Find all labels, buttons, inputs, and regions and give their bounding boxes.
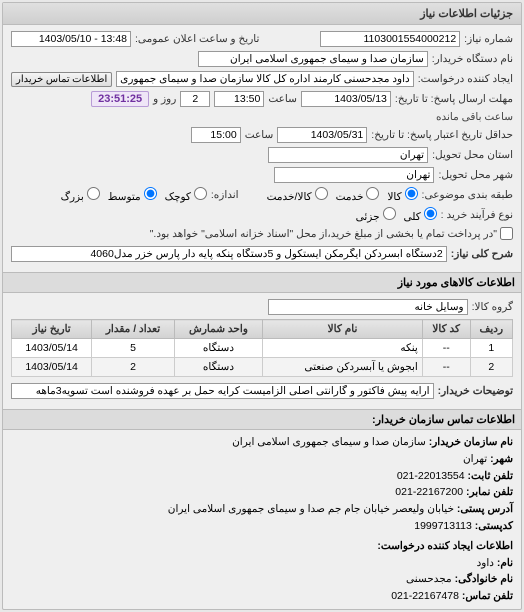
fax-label: تلفن نمابر: xyxy=(466,486,513,498)
contact-header: اطلاعات تماس سازمان خریدار: xyxy=(3,409,521,430)
col-code: کد کالا xyxy=(422,320,470,339)
city-input[interactable] xyxy=(274,167,434,183)
pkg-goods-option[interactable]: کالا xyxy=(387,187,417,203)
remaining-label: ساعت باقی مانده xyxy=(436,111,513,123)
pkg-goods-radio[interactable] xyxy=(405,187,418,200)
cphone-label: تلفن تماس: xyxy=(462,590,513,602)
cphone-value: 22167478-021 xyxy=(391,590,459,602)
phone-value: 22013554-021 xyxy=(397,470,465,482)
packaging-label: طبقه بندی موضوعی: xyxy=(422,189,513,201)
process-note: "در پرداخت تمام یا بخشی از مبلغ خرید،از … xyxy=(150,228,497,240)
size-small-option[interactable]: کوچک xyxy=(165,187,207,203)
col-qty: تعداد / مقدار xyxy=(92,320,174,339)
table-row: 2 -- ابجوش یا آبسردکن صنعتی دستگاه 2 140… xyxy=(12,358,513,377)
days-input[interactable] xyxy=(180,91,210,107)
process-label: نوع فرآیند خرید : xyxy=(441,209,513,221)
pkg-both-radio[interactable] xyxy=(315,187,328,200)
province-input[interactable] xyxy=(268,147,428,163)
org-label: نام سازمان خریدار: xyxy=(429,436,513,448)
org-value: سازمان صدا و سیمای جمهوری اسلامی ایران xyxy=(232,436,426,448)
buyer-org-input[interactable] xyxy=(198,51,428,67)
requester-label: ایجاد کننده درخواست: xyxy=(418,73,513,85)
fname-label: نام: xyxy=(497,557,513,569)
goods-header: اطلاعات کالاهای مورد نیاز xyxy=(3,272,521,293)
address-label: آدرس پستی: xyxy=(457,503,513,515)
size-medium-option[interactable]: متوسط xyxy=(108,187,157,203)
goods-group-input[interactable] xyxy=(268,299,468,315)
lname-value: مجدحسنی xyxy=(406,573,452,585)
postal-value: 1999713113 xyxy=(414,520,472,532)
packaging-radio-group: کالا خدمت کالا/خدمت xyxy=(267,187,418,203)
deadline-date-input[interactable] xyxy=(301,91,391,107)
postal-label: کدپستی: xyxy=(475,520,513,532)
number-input[interactable] xyxy=(320,31,460,47)
size-small-radio[interactable] xyxy=(194,187,207,200)
treasury-checkbox-label[interactable]: "در پرداخت تمام یا بخشی از مبلغ خرید،از … xyxy=(150,227,513,240)
buyer-notes-input[interactable] xyxy=(11,383,434,399)
size-large-option[interactable]: بزرگ xyxy=(61,187,100,203)
contact-block: نام سازمان خریدار: سازمان صدا و سیمای جم… xyxy=(3,430,521,609)
col-date: تاریخ نیاز xyxy=(12,320,92,339)
fax-value: 22167200-021 xyxy=(395,486,463,498)
goods-table: ردیف کد کالا نام کالا واحد شمارش تعداد /… xyxy=(11,319,513,377)
countdown-timer: 23:51:25 xyxy=(91,91,149,107)
process-partial-radio[interactable] xyxy=(383,207,396,220)
size-label: اندازه: xyxy=(211,189,239,201)
ccity-label: شهر: xyxy=(490,453,513,465)
number-label: شماره نیاز: xyxy=(464,33,513,45)
validity-time-label: ساعت xyxy=(245,129,274,141)
col-name: نام کالا xyxy=(263,320,423,339)
treasury-checkbox[interactable] xyxy=(500,227,513,240)
deadline-time-label: ساعت xyxy=(268,93,297,105)
process-full-radio[interactable] xyxy=(424,207,437,220)
requester-input[interactable] xyxy=(116,71,413,87)
fname-value: داود xyxy=(477,557,494,569)
pkg-both-option[interactable]: کالا/خدمت xyxy=(267,187,328,203)
size-medium-radio[interactable] xyxy=(144,187,157,200)
validity-time-input[interactable] xyxy=(191,127,241,143)
goods-group-label: گروه کالا: xyxy=(472,301,513,313)
city-label: شهر محل تحویل: xyxy=(438,169,513,181)
public-datetime-input[interactable] xyxy=(11,31,131,47)
desc-label: شرح کلی نیاز: xyxy=(451,248,513,260)
public-datetime-label: تاریخ و ساعت اعلان عمومی: xyxy=(135,33,259,45)
size-radio-group: کوچک متوسط بزرگ xyxy=(61,187,207,203)
province-label: استان محل تحویل: xyxy=(432,149,513,161)
process-radio-group: کلی جزئی xyxy=(356,207,437,223)
buyer-org-label: نام دستگاه خریدار: xyxy=(432,53,513,65)
col-row: ردیف xyxy=(470,320,512,339)
table-row: 1 -- پنکه دستگاه 5 1403/05/14 xyxy=(12,339,513,358)
desc-input[interactable] xyxy=(11,246,447,262)
buyer-contact-button[interactable]: اطلاعات تماس خریدار xyxy=(11,72,112,87)
lname-label: نام خانوادگی: xyxy=(455,573,513,585)
deadline-time-input[interactable] xyxy=(214,91,264,107)
validity-label: حداقل تاریخ اعتبار پاسخ: تا تاریخ: xyxy=(371,129,513,141)
ccity-value: تهران xyxy=(463,453,487,465)
deadline-label: مهلت ارسال پاسخ: تا تاریخ: xyxy=(395,93,513,105)
address-value: خیابان ولیعصر خیابان جام جم صدا و سیمای … xyxy=(168,503,454,515)
need-details-panel: جزئیات اطلاعات نیاز شماره نیاز: تاریخ و … xyxy=(2,2,522,610)
days-label: روز و xyxy=(153,93,176,105)
validity-date-input[interactable] xyxy=(277,127,367,143)
process-full-option[interactable]: کلی xyxy=(404,207,437,223)
table-header-row: ردیف کد کالا نام کالا واحد شمارش تعداد /… xyxy=(12,320,513,339)
process-partial-option[interactable]: جزئی xyxy=(356,207,396,223)
pkg-service-option[interactable]: خدمت xyxy=(336,187,380,203)
col-unit: واحد شمارش xyxy=(174,320,262,339)
main-header: جزئیات اطلاعات نیاز xyxy=(3,3,521,25)
size-large-radio[interactable] xyxy=(87,187,100,200)
buyer-notes-label: توضیحات خریدار: xyxy=(438,385,513,397)
phone-label: تلفن ثابت: xyxy=(468,470,513,482)
creator-header: اطلاعات ایجاد کننده درخواست: xyxy=(11,538,513,555)
pkg-service-radio[interactable] xyxy=(366,187,379,200)
